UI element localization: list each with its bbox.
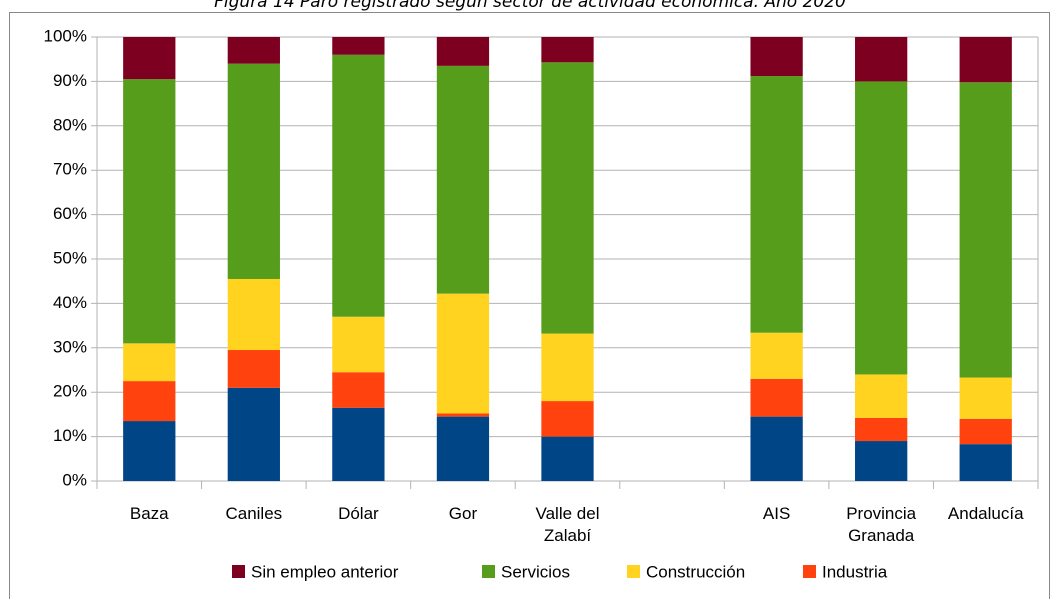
bar-segment <box>332 37 385 55</box>
bar-segment <box>959 37 1012 83</box>
bar-segment <box>541 62 594 334</box>
legend-label: Industria <box>822 562 888 581</box>
y-tick-label: 70% <box>53 160 87 179</box>
x-tick-label: Andalucía <box>948 504 1024 523</box>
bar-segment <box>227 350 280 388</box>
bar-segment <box>750 76 803 333</box>
bar-segment <box>750 378 803 417</box>
bar-segment <box>227 37 280 64</box>
bar-segment <box>959 444 1012 481</box>
legend-swatch <box>627 565 640 578</box>
bar-segment <box>541 436 594 481</box>
bar-segment <box>123 421 176 481</box>
bar-segment <box>541 37 594 63</box>
legend-label: Construcción <box>646 562 745 581</box>
bar-segment <box>436 413 490 417</box>
bar-segment <box>332 54 385 317</box>
bar-segment <box>436 416 490 481</box>
bar-segment <box>750 37 803 77</box>
bar-segment <box>541 401 594 437</box>
chart-title: Figura 14 Paro registrado según sector d… <box>214 0 846 12</box>
bar-segment <box>959 82 1012 378</box>
y-tick-label: 0% <box>62 470 87 489</box>
bar-segment <box>541 333 594 402</box>
bar-segment <box>750 332 803 379</box>
bar-segment <box>227 63 280 279</box>
bar-segment <box>332 407 385 481</box>
bar-segment <box>332 372 385 408</box>
bar-segment <box>959 377 1012 419</box>
bar-segment <box>123 343 176 382</box>
y-tick-label: 60% <box>53 204 87 223</box>
y-tick-label: 30% <box>53 337 87 356</box>
bar-segment <box>332 316 385 373</box>
legend-swatch <box>482 565 495 578</box>
x-tick-label: Gor <box>449 504 478 523</box>
chart-frame <box>9 12 1050 599</box>
bar-segment <box>123 79 176 344</box>
bar-segment <box>855 81 908 375</box>
bar-segment <box>227 387 280 481</box>
y-tick-label: 100% <box>44 26 87 45</box>
x-tick-label: Caniles <box>225 504 282 523</box>
bar-segment <box>855 417 908 442</box>
y-tick-label: 10% <box>53 426 87 445</box>
legend-swatch <box>803 565 816 578</box>
legend-label: Sin empleo anterior <box>251 562 399 581</box>
bar-segment <box>750 416 803 481</box>
x-tick-label: Baza <box>130 504 169 523</box>
bar-segment <box>855 37 908 82</box>
legend-swatch <box>232 565 245 578</box>
x-tick-label: Dólar <box>338 504 379 523</box>
bar-segment <box>436 65 490 294</box>
bar-segment <box>855 441 908 481</box>
bar-segment <box>436 37 490 66</box>
bar-segment <box>959 418 1012 445</box>
y-tick-label: 50% <box>53 248 87 267</box>
bar-segment <box>227 278 280 351</box>
bar-segment <box>436 293 490 414</box>
bar-segment <box>855 374 908 418</box>
y-tick-label: 90% <box>53 71 87 90</box>
x-tick-label: Valle del Zalabí <box>536 504 600 545</box>
bar-segment <box>123 381 176 422</box>
x-tick-label: Provincia Granada <box>846 504 916 545</box>
bar-segment <box>123 37 176 80</box>
y-tick-label: 40% <box>53 293 87 312</box>
legend-label: Servicios <box>501 562 570 581</box>
y-tick-label: 20% <box>53 382 87 401</box>
x-tick-label: AIS <box>763 504 790 523</box>
y-tick-label: 80% <box>53 115 87 134</box>
